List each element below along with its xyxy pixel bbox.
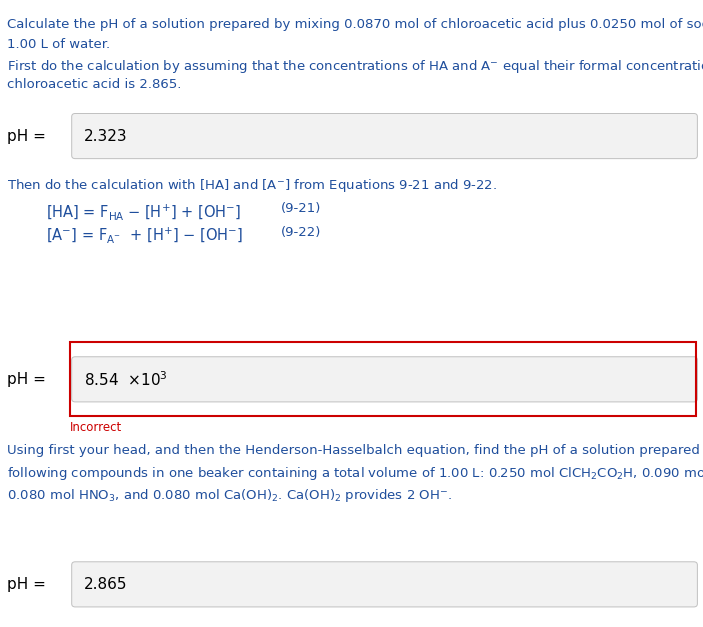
FancyBboxPatch shape [72, 357, 697, 402]
Text: (9-21): (9-21) [281, 202, 321, 215]
Text: Incorrect: Incorrect [70, 421, 122, 435]
Text: First do the calculation by assuming that the concentrations of HA and A$^{-}$ e: First do the calculation by assuming tha… [7, 58, 703, 75]
Text: Calculate the pH of a solution prepared by mixing 0.0870 mol of chloroacetic aci: Calculate the pH of a solution prepared … [7, 18, 703, 31]
Bar [70, 342, 696, 416]
Text: [A$^{-}$] = $\mathrm{F_{A^{-}}}$  + [H$^{+}$] $-$ [OH$^{-}$]: [A$^{-}$] = $\mathrm{F_{A^{-}}}$ + [H$^{… [46, 226, 243, 245]
Text: 2.865: 2.865 [84, 577, 127, 592]
Text: 0.080 mol HNO$_{3}$, and 0.080 mol Ca(OH)$_{2}$. Ca(OH)$_{2}$ provides 2 OH$^{-}: 0.080 mol HNO$_{3}$, and 0.080 mol Ca(OH… [7, 487, 452, 503]
Text: pH =: pH = [7, 129, 46, 144]
FancyBboxPatch shape [72, 113, 697, 159]
Text: 8.54  $\times$10$^{3}$: 8.54 $\times$10$^{3}$ [84, 370, 167, 389]
Text: chloroacetic acid is 2.865.: chloroacetic acid is 2.865. [7, 78, 181, 92]
Text: Then do the calculation with [HA] and [A$^{-}$] from Equations 9-21 and 9-22.: Then do the calculation with [HA] and [A… [7, 177, 497, 194]
Text: following compounds in one beaker containing a total volume of 1.00 L: 0.250 mol: following compounds in one beaker contai… [7, 465, 703, 482]
FancyBboxPatch shape [72, 562, 697, 607]
Text: pH =: pH = [7, 577, 46, 592]
Text: [HA] = $\mathrm{F_{HA}}$ $-$ [H$^{+}$] + [OH$^{-}$]: [HA] = $\mathrm{F_{HA}}$ $-$ [H$^{+}$] +… [46, 202, 241, 221]
Text: 2.323: 2.323 [84, 129, 127, 144]
Text: 1.00 L of water.: 1.00 L of water. [7, 38, 110, 51]
Text: Using first your head, and then the Henderson-Hasselbalch equation, find the pH : Using first your head, and then the Hend… [7, 444, 703, 457]
Text: (9-22): (9-22) [281, 226, 321, 239]
Text: pH =: pH = [7, 372, 46, 387]
